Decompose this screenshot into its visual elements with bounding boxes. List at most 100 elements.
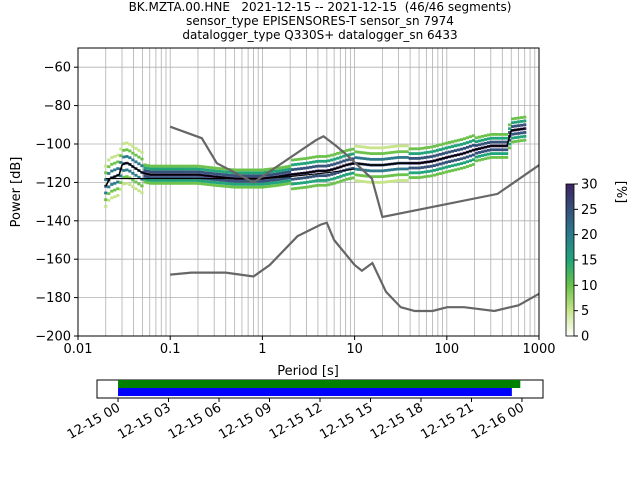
psd-cloud-cell: [203, 168, 207, 172]
psd-cloud-cell: [149, 170, 153, 174]
psd-cloud-cell: [152, 179, 156, 182]
psd-cloud-cell: [465, 160, 470, 164]
psd-cloud-cell: [281, 171, 286, 175]
psd-cloud-cell: [405, 179, 409, 182]
psd-cloud-cell: [372, 146, 376, 150]
psd-cloud-cell: [333, 172, 337, 175]
psd-cloud-cell: [387, 145, 391, 149]
psd-cloud-cell: [502, 140, 506, 144]
psd-cloud-cell: [113, 188, 117, 192]
psd-cloud-cell: [393, 156, 397, 160]
psd-cloud-cell: [357, 150, 361, 154]
psd-cloud-cell: [113, 161, 117, 165]
psd-cloud-cell: [354, 144, 358, 148]
psd-cloud-cell: [300, 176, 304, 180]
psd-cloud-cell: [269, 170, 274, 174]
psd-cloud-cell: [167, 164, 171, 168]
psd-cloud-cell: [182, 164, 186, 168]
psd-cloud-cell: [480, 154, 485, 157]
psd-cloud-cell: [450, 169, 454, 172]
psd-cloud-cell: [215, 178, 219, 182]
psd-cloud-cell: [477, 135, 482, 139]
psd-cloud-cell: [263, 185, 268, 189]
psd-cloud-cell: [450, 140, 454, 144]
psd-cloud-cell: [414, 171, 418, 175]
psd-cloud-cell: [143, 166, 147, 170]
x-tick-label: 1: [258, 342, 266, 357]
psd-cloud-cell: [128, 176, 132, 180]
psd-cloud-cell: [200, 182, 204, 186]
psd-cloud-cell: [483, 141, 488, 145]
psd-cloud-cell: [242, 174, 247, 178]
y-tick-label: −140: [35, 214, 71, 229]
psd-cloud-cell: [429, 164, 433, 168]
psd-cloud-cell: [236, 185, 240, 189]
psd-cloud-cell: [333, 176, 337, 180]
psd-cloud-cell: [266, 167, 271, 171]
psd-cloud-cell: [402, 173, 406, 177]
psd-cloud-cell: [300, 181, 304, 185]
low-noise-model-line: [170, 221, 539, 313]
psd-cloud-cell: [438, 172, 442, 175]
psd-cloud-cell: [278, 166, 283, 170]
x-axis-label: Period [s]: [277, 364, 339, 379]
psd-cloud-cell: [224, 185, 228, 188]
psd-cloud-cell: [489, 148, 494, 152]
psd-cloud-cell: [351, 157, 355, 161]
psd-cloud-cell: [212, 166, 216, 170]
psd-cloud-cell: [161, 181, 165, 185]
psd-cloud-cell: [251, 171, 256, 175]
psd-cloud-cell: [212, 178, 216, 181]
psd-cloud-cell: [143, 174, 147, 178]
psd-cloud-cell: [432, 154, 436, 158]
psd-cloud-cell: [218, 178, 222, 182]
psd-cloud-cell: [182, 170, 186, 174]
psd-cloud-cell: [251, 182, 256, 186]
psd-cloud-cell: [191, 179, 195, 182]
colorbar-tick-label: 30: [581, 178, 598, 193]
psd-cloud-cell: [182, 179, 186, 182]
psd-cloud-cell: [514, 136, 518, 140]
psd-cloud-cell: [173, 181, 177, 185]
psd-cloud-cell: [188, 170, 192, 174]
psd-cloud-cell: [179, 176, 183, 179]
x-tick-label: 0.01: [64, 342, 93, 357]
psd-cloud-cell: [330, 172, 334, 176]
psd-cloud-cell: [517, 120, 521, 124]
psd-cloud-cell: [239, 171, 243, 175]
psd-cloud-cell: [288, 164, 292, 168]
psd-cloud-cell: [408, 152, 412, 155]
psd-cloud-cell: [107, 192, 111, 196]
psd-cloud-cell: [520, 123, 524, 127]
psd-cloud-cell: [390, 174, 394, 177]
psd-cloud-cell: [471, 158, 476, 162]
psd-cloud-cell: [474, 159, 479, 163]
psd-cloud-cell: [502, 152, 506, 155]
psd-cloud-cell: [275, 166, 280, 170]
psd-cloud-cell: [372, 157, 376, 161]
psd-cloud-cell: [441, 166, 445, 170]
psd-cloud-cell: [324, 183, 328, 187]
psd-cloud-cell: [300, 186, 304, 190]
psd-cloud-cell: [309, 180, 313, 184]
psd-cloud-cell: [191, 167, 195, 171]
psd-cloud-cell: [212, 172, 216, 176]
psd-cloud-cell: [306, 156, 310, 160]
psd-cloud-cell: [511, 121, 515, 125]
psd-cloud-cell: [294, 163, 298, 166]
psd-cloud-cell: [495, 156, 500, 159]
psd-cloud-cell: [224, 173, 228, 177]
psd-cloud-cell: [508, 142, 512, 146]
psd-cloud-cell: [483, 149, 488, 153]
psd-cloud-cell: [257, 168, 262, 172]
psd-cloud-cell: [242, 182, 247, 186]
psd-cloud-cell: [278, 177, 283, 181]
psd-cloud-cell: [137, 148, 141, 152]
psd-cloud-cell: [170, 167, 174, 171]
psd-cloud-cell: [351, 166, 355, 170]
psd-cloud-cell: [508, 123, 512, 127]
psd-cloud-cell: [396, 150, 400, 154]
psd-cloud-cell: [483, 157, 488, 161]
psd-cloud-cell: [492, 152, 497, 155]
psd-cloud-cell: [167, 176, 171, 179]
